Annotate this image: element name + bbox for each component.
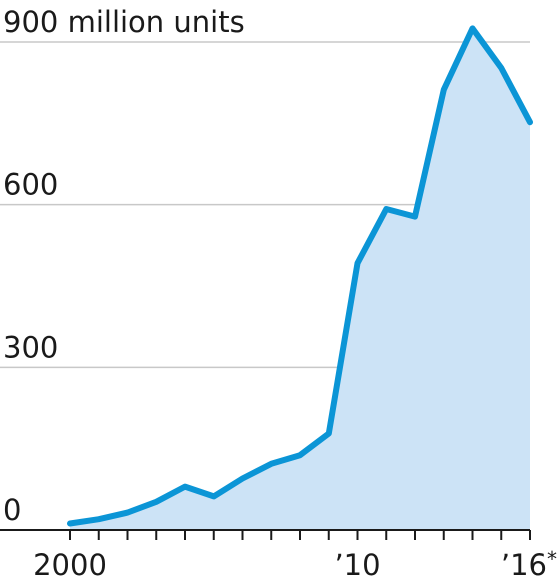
y-tick-label-600: 600 [3,168,58,202]
x-tick-note: * [547,547,557,571]
y-unit-label: million units [58,5,244,39]
series-area-layer [70,28,530,531]
series-line-layer [67,25,533,527]
x-tick-label-2010: ’10 [334,548,380,582]
y-tick-label-300: 300 [3,330,58,364]
x-tick-label-2016: ’16* [501,547,557,582]
series-line [67,25,533,527]
x-tick-label-2000: 2000 [33,548,107,582]
series-area-fill [70,28,530,531]
x-axis [0,529,531,540]
y-tick-label-0: 0 [3,493,21,527]
y-tick-label-900: 900 million units [3,5,245,39]
